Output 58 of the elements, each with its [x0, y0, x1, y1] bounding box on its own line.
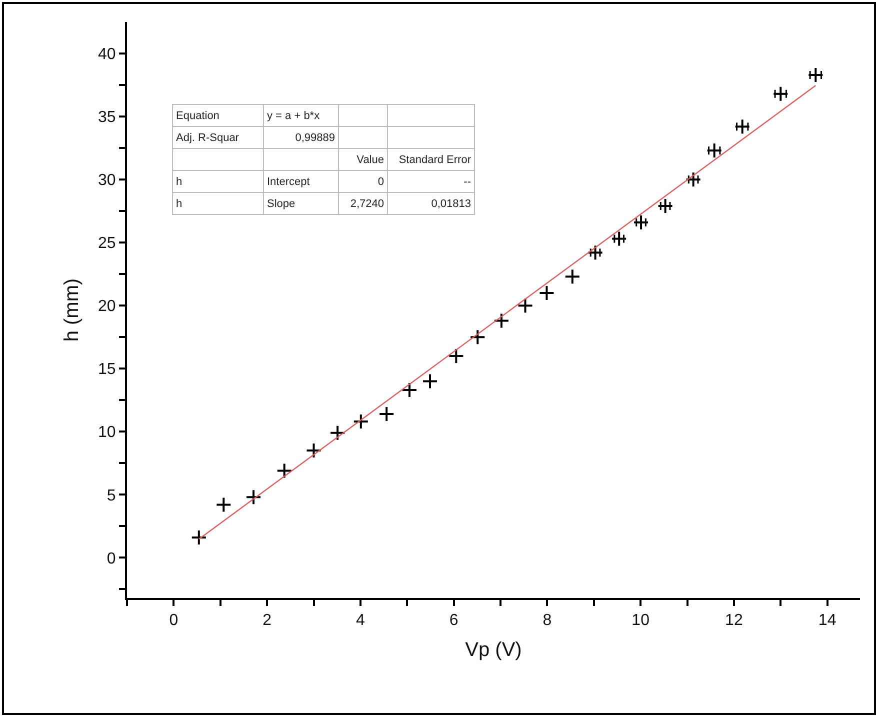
point [538, 284, 555, 301]
point [216, 496, 232, 513]
y-axis-title: h (mm) [61, 278, 84, 342]
annotation: 0,99889 [264, 126, 338, 148]
point [448, 348, 464, 364]
point [772, 86, 789, 102]
annotation: Standard Error [388, 148, 474, 170]
annotation: h [172, 170, 264, 192]
y-tick-label: 10 [98, 424, 116, 442]
point [401, 382, 418, 398]
point [611, 230, 628, 247]
annotation: 2,7240 [338, 192, 388, 214]
y-tick-label: 40 [98, 46, 116, 64]
point [330, 424, 346, 441]
y-tick-label: 20 [98, 298, 116, 316]
annotation: Equation [172, 104, 264, 126]
point [734, 118, 750, 135]
point [685, 172, 702, 188]
y-tick-label: 25 [98, 235, 116, 252]
point [306, 442, 322, 459]
annotation: -- [388, 170, 474, 192]
point [657, 198, 674, 214]
y-tick-label: 35 [98, 109, 116, 126]
x-tick-label: 10 [632, 612, 650, 630]
y-tick-label: 0 [106, 550, 116, 568]
annotation: Intercept [264, 170, 338, 192]
point [352, 414, 369, 430]
point [587, 244, 604, 261]
x-tick-label: 4 [356, 612, 365, 630]
point [470, 329, 486, 346]
x-tick-label: 6 [449, 612, 458, 630]
point [276, 462, 292, 479]
annotation: Adj. R-Squar [172, 126, 264, 148]
x-tick-label: 8 [542, 612, 552, 630]
x-tick-label: 14 [818, 612, 836, 630]
y-tick-label: 5 [106, 487, 116, 504]
annotation: 0,01813 [388, 192, 474, 214]
annotation: 0 [338, 170, 388, 192]
point [517, 298, 534, 314]
annotation: y = a + b*x [264, 104, 338, 126]
y-tick-label: 15 [98, 361, 116, 378]
x-tick-label: 0 [169, 612, 178, 630]
x-tick-label: 12 [725, 612, 743, 630]
point [190, 530, 207, 546]
point [564, 268, 580, 285]
point [246, 489, 262, 506]
point [493, 312, 510, 329]
point [706, 142, 722, 159]
annotation: Slope [264, 192, 338, 214]
annotation: Value [338, 148, 388, 170]
point [633, 214, 650, 230]
point [808, 66, 824, 83]
y-tick-label: 30 [98, 172, 116, 190]
annotation: h [172, 192, 264, 214]
point [378, 406, 395, 422]
x-axis-title: Vp (V) [465, 639, 522, 662]
x-tick-label: 2 [262, 612, 272, 630]
point [422, 373, 438, 390]
